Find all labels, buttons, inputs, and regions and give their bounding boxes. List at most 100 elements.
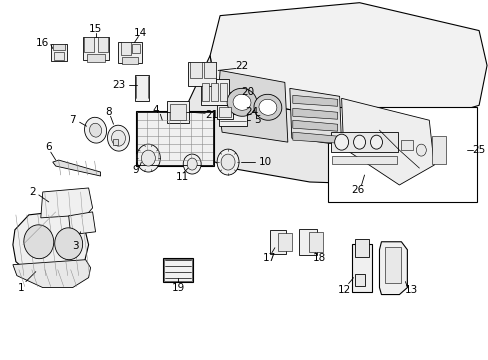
Bar: [354, 239, 368, 257]
Bar: [136, 111, 214, 166]
Bar: [308, 232, 322, 252]
Text: 9: 9: [132, 165, 139, 175]
Polygon shape: [341, 98, 433, 185]
Text: 19: 19: [171, 283, 184, 293]
Text: 4: 4: [152, 105, 158, 115]
Bar: [54, 53, 63, 60]
Text: 10: 10: [258, 157, 271, 167]
Text: 12: 12: [337, 284, 350, 294]
Bar: [219, 107, 230, 117]
Bar: [112, 139, 118, 145]
Text: 17: 17: [263, 253, 276, 263]
Polygon shape: [218, 71, 287, 142]
Bar: [53, 44, 64, 50]
Text: 3: 3: [72, 241, 79, 251]
Text: 15: 15: [89, 24, 102, 33]
Bar: [277, 233, 291, 251]
Text: 22: 22: [235, 62, 248, 71]
Bar: [121, 41, 131, 55]
Ellipse shape: [253, 94, 281, 120]
Text: 24: 24: [245, 107, 258, 117]
Ellipse shape: [107, 125, 129, 151]
Text: 21: 21: [205, 110, 218, 120]
Bar: [298, 229, 316, 255]
Bar: [135, 75, 149, 101]
Bar: [164, 259, 192, 280]
Text: 25: 25: [471, 145, 485, 155]
Polygon shape: [289, 88, 341, 145]
Text: 1: 1: [18, 283, 24, 293]
Polygon shape: [13, 212, 88, 278]
Text: 6: 6: [45, 142, 52, 152]
Polygon shape: [292, 132, 337, 143]
Bar: [163, 258, 193, 282]
Bar: [354, 274, 364, 285]
Bar: [118, 41, 142, 63]
Ellipse shape: [141, 150, 155, 166]
Bar: [167, 101, 189, 123]
Ellipse shape: [89, 123, 102, 137]
Ellipse shape: [217, 149, 239, 175]
Bar: [86, 54, 104, 62]
Bar: [219, 84, 226, 101]
Text: 5: 5: [254, 115, 261, 125]
Text: 18: 18: [312, 253, 325, 263]
Ellipse shape: [259, 99, 276, 115]
Bar: [170, 104, 186, 120]
Ellipse shape: [24, 225, 54, 259]
Ellipse shape: [84, 117, 106, 143]
Ellipse shape: [187, 158, 197, 170]
Bar: [190, 62, 202, 78]
Text: 13: 13: [404, 284, 417, 294]
Bar: [351, 244, 371, 292]
Ellipse shape: [136, 144, 160, 172]
Bar: [327, 107, 476, 202]
Bar: [188, 62, 216, 86]
Polygon shape: [68, 212, 95, 235]
Bar: [331, 156, 396, 164]
Bar: [330, 132, 398, 152]
Bar: [98, 37, 107, 53]
Bar: [203, 62, 216, 78]
Text: 2: 2: [29, 187, 36, 197]
Polygon shape: [41, 188, 92, 218]
Bar: [219, 114, 246, 126]
Ellipse shape: [111, 130, 125, 146]
Bar: [385, 247, 401, 283]
Text: 11: 11: [175, 172, 188, 182]
Polygon shape: [53, 160, 101, 176]
Polygon shape: [210, 3, 486, 120]
Polygon shape: [13, 260, 90, 288]
Bar: [431, 136, 446, 164]
Ellipse shape: [221, 154, 235, 170]
Text: 8: 8: [105, 107, 112, 117]
Text: 20: 20: [241, 87, 254, 97]
Ellipse shape: [370, 135, 382, 149]
Bar: [217, 105, 233, 119]
Bar: [401, 140, 412, 150]
Text: 23: 23: [112, 80, 125, 90]
Bar: [83, 37, 93, 53]
Bar: [51, 44, 66, 62]
Text: 16: 16: [36, 37, 49, 48]
Bar: [137, 112, 213, 165]
Ellipse shape: [334, 134, 348, 150]
Text: 7: 7: [69, 115, 76, 125]
Ellipse shape: [183, 154, 201, 174]
Bar: [210, 84, 217, 101]
Bar: [201, 80, 228, 105]
Ellipse shape: [233, 94, 250, 110]
Bar: [201, 84, 208, 101]
Polygon shape: [379, 242, 407, 294]
Text: 26: 26: [350, 185, 364, 195]
Text: 14: 14: [134, 28, 147, 37]
Bar: [122, 57, 138, 64]
Polygon shape: [292, 108, 337, 119]
Polygon shape: [292, 120, 337, 131]
Ellipse shape: [55, 228, 82, 260]
Ellipse shape: [415, 144, 426, 156]
Bar: [269, 230, 285, 254]
Ellipse shape: [226, 88, 256, 116]
Bar: [132, 44, 140, 54]
Ellipse shape: [353, 135, 365, 149]
